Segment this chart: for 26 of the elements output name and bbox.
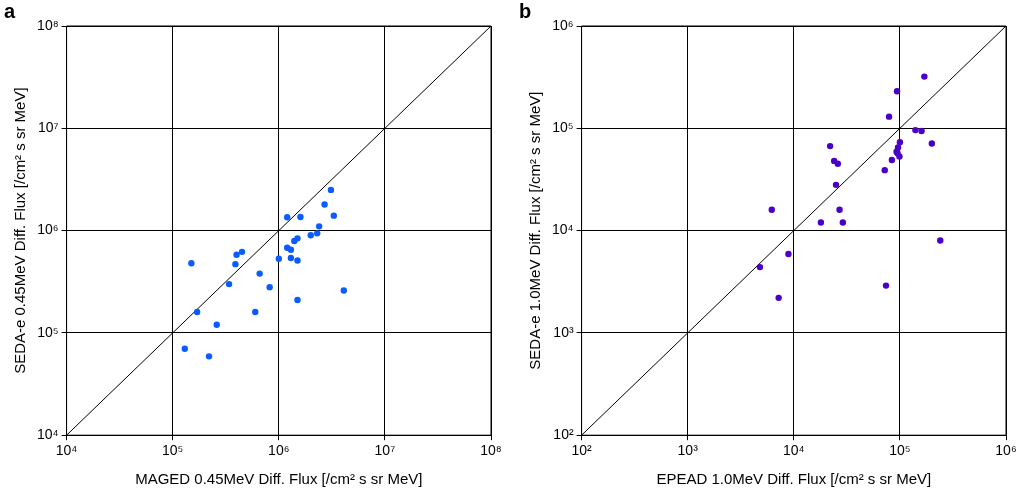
x-tick-label: 10⁸ [480,442,502,459]
x-axis-title: MAGED 0.45MeV Diff. Flux [/cm² s sr MeV] [135,470,423,488]
y-tick-label: 10⁶ [552,16,574,33]
x-tick-label: 10⁵ [889,442,911,459]
x-tick-label: 10⁴ [55,442,78,459]
y-tick-label: 10⁴ [36,426,59,443]
x-tick-label: 10⁵ [162,442,184,459]
y-tick-label: 10³ [553,323,574,340]
x-tick-label: 10⁶ [995,442,1017,459]
y-tick-label: 10⁸ [37,16,59,33]
y-tick-label: 10² [553,426,574,443]
x-tick-label: 10⁴ [783,442,805,459]
x-tick-label: 10⁶ [268,442,290,459]
y-tick-label: 10⁵ [552,119,574,136]
x-tick-label: 10³ [677,442,699,459]
y-tick-label: 10⁵ [37,323,59,340]
y-tick-label: 10⁶ [37,221,59,238]
x-axis-title: EPEAD 1.0MeV Diff. Flux [/cm² s sr MeV] [656,470,932,488]
x-tick-label: 10² [571,442,593,459]
chart-title: b [519,0,532,22]
x-tick-label: 10⁷ [374,442,396,459]
y-axis-title: SEDA-e 0.45MeV Diff. Flux [/cm² s sr MeV] [11,87,29,374]
y-tick-label: 10⁷ [37,119,59,136]
chart-title: a [4,0,16,22]
y-axis-title: SEDA-e 1.0MeV Diff. Flux [/cm² s sr MeV] [526,91,544,370]
y-tick-label: 10⁴ [551,221,574,238]
